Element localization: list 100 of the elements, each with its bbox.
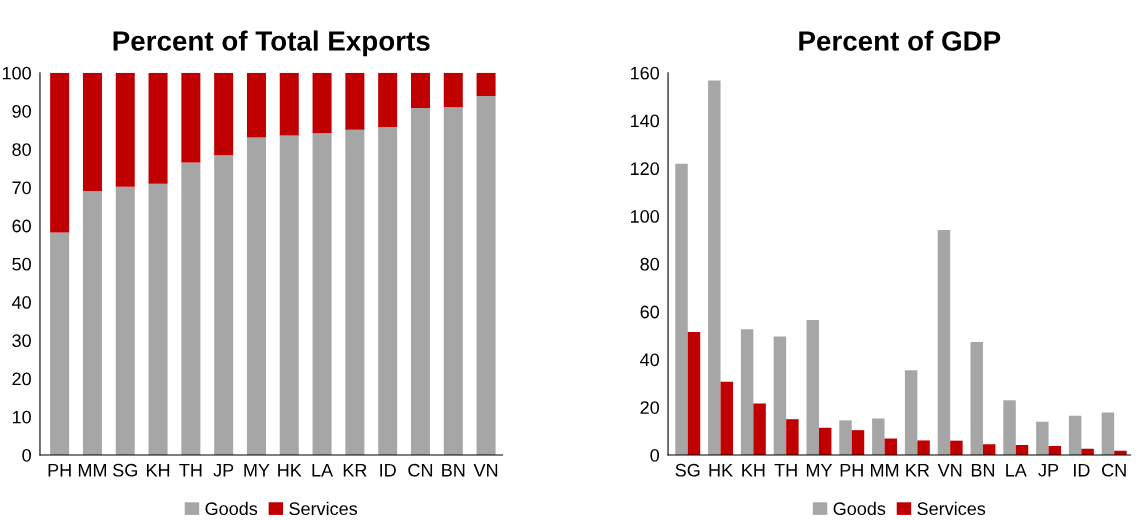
x-tick-label: LA — [312, 464, 334, 477]
x-tick-label: ID — [380, 464, 396, 477]
bar — [1101, 412, 1115, 455]
bar — [246, 137, 266, 455]
x-tick-label: BN — [971, 464, 995, 477]
x-tick-label: VN — [937, 464, 962, 477]
bar — [937, 229, 951, 455]
chart-title: Percent of Total Exports — [113, 30, 430, 57]
y-tick-label: 20 — [12, 372, 31, 386]
bar — [970, 342, 983, 455]
legend-label: Goods — [833, 501, 886, 516]
x-tick-label: HK — [278, 464, 302, 477]
x-tick-label: SG — [675, 463, 700, 477]
x-tick-label: MY — [244, 464, 270, 477]
y-tick-label: 0 — [22, 448, 31, 462]
y-tick-label: 120 — [630, 162, 660, 176]
y-tick-label: 100 — [2, 66, 31, 80]
bar — [476, 72, 496, 97]
bar — [246, 72, 266, 138]
x-tick-label: KH — [147, 464, 170, 477]
bar — [818, 427, 832, 455]
bar — [917, 440, 930, 455]
bar — [181, 72, 201, 163]
x-tick-label: ID — [1074, 464, 1090, 477]
x-tick-label: CN — [1102, 463, 1126, 477]
x-tick-label: HK — [709, 464, 733, 477]
bar — [279, 135, 299, 455]
x-tick-label: JP — [1038, 464, 1059, 477]
x-tick-label: KR — [906, 464, 930, 477]
bar — [806, 320, 819, 455]
x-tick-label: LA — [1006, 464, 1027, 477]
bar — [950, 440, 963, 455]
bar — [708, 80, 721, 455]
x-tick-label: VN — [473, 464, 498, 477]
x-tick-label: CN — [408, 463, 433, 477]
y-tick-label: 100 — [630, 210, 660, 223]
bar — [312, 133, 332, 455]
x-tick-label: TH — [774, 464, 797, 477]
y-tick-label: 60 — [12, 219, 31, 233]
x-tick-label: TH — [179, 464, 202, 477]
bar — [214, 155, 234, 455]
bar — [740, 329, 754, 455]
bar — [872, 418, 885, 455]
bar — [345, 72, 365, 130]
bar — [50, 232, 70, 455]
legend-label: Services — [289, 501, 358, 516]
y-tick-label: 140 — [630, 114, 660, 128]
x-tick-label: KH — [742, 464, 765, 477]
x-tick-label: SG — [113, 463, 137, 477]
bar — [279, 72, 299, 136]
legend-label: Goods — [205, 501, 258, 516]
y-tick-label: 80 — [640, 257, 660, 271]
bar — [115, 186, 135, 455]
bar — [675, 163, 688, 455]
y-tick-label: 30 — [12, 334, 31, 348]
bar — [148, 72, 168, 184]
bar — [982, 444, 996, 455]
x-tick-label: KR — [343, 464, 367, 477]
bar — [82, 190, 102, 455]
chart-title: Percent of GDP — [799, 30, 1001, 51]
bar — [50, 72, 70, 233]
bar — [720, 381, 734, 455]
bar — [115, 72, 135, 187]
bar — [181, 162, 201, 455]
bar — [753, 403, 766, 455]
bar — [443, 72, 463, 108]
bar — [786, 419, 799, 455]
bar — [1003, 400, 1016, 455]
y-tick-label: 160 — [630, 66, 660, 80]
bar — [148, 183, 168, 455]
bar — [773, 336, 787, 455]
y-tick-label: 40 — [640, 353, 660, 367]
legend-label: Services — [917, 501, 986, 516]
y-tick-label: 60 — [640, 305, 660, 319]
x-tick-label: MM — [78, 464, 107, 477]
bar — [476, 96, 496, 455]
bar — [82, 72, 102, 191]
bar — [345, 129, 365, 455]
x-tick-label: MM — [871, 464, 899, 477]
bar — [214, 72, 234, 156]
bar — [1068, 415, 1082, 455]
y-tick-label: 90 — [12, 104, 31, 118]
y-tick-label: 50 — [12, 257, 31, 271]
bar — [839, 420, 852, 455]
bar — [1036, 421, 1049, 455]
x-tick-label: PH — [48, 464, 71, 477]
y-tick-label: 70 — [12, 181, 31, 195]
x-tick-label: BN — [442, 464, 465, 477]
x-tick-label: PH — [840, 464, 863, 477]
y-tick-label: 20 — [640, 401, 660, 414]
bar — [312, 72, 332, 134]
bar — [410, 107, 430, 455]
bar — [904, 370, 918, 455]
bar — [687, 331, 701, 455]
bar — [378, 127, 398, 455]
bar — [378, 72, 398, 128]
bar — [851, 430, 865, 455]
y-tick-label: 40 — [11, 296, 31, 309]
y-tick-label: 0 — [650, 448, 660, 462]
bar — [410, 72, 430, 108]
